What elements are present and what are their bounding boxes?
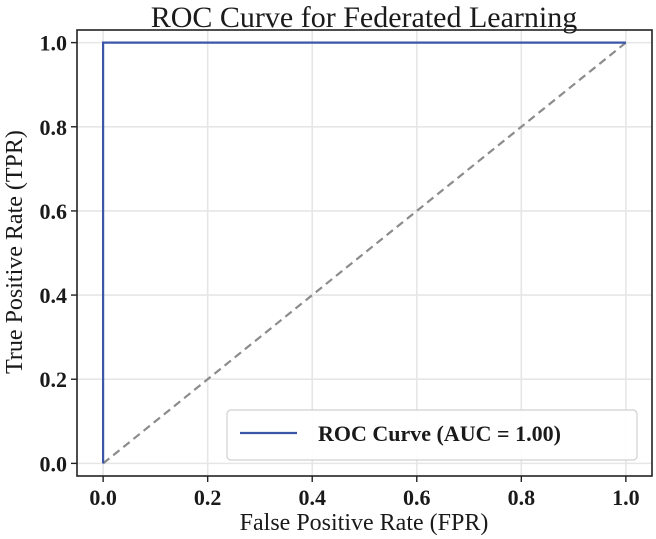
y-tick-label: 0.2 — [40, 367, 68, 392]
y-tick-label: 0.4 — [40, 283, 68, 308]
x-tick-label: 0.8 — [508, 485, 536, 510]
axis-ticks: 0.0 0.2 0.4 0.6 0.8 1.0 0.0 0.2 0.4 0.6 0.8 1.0 — [40, 31, 640, 510]
chart-title: ROC Curve for Federated Learning — [151, 1, 578, 34]
chance-diagonal-line — [102, 41, 627, 465]
legend-box — [226, 409, 638, 461]
legend-roc-label: ROC Curve (AUC = 1.00) — [318, 421, 561, 446]
x-tick-label: 0.2 — [194, 485, 222, 510]
y-axis-label: True Positive Rate (TPR) — [2, 130, 28, 374]
x-axis-label: False Positive Rate (FPR) — [240, 510, 489, 536]
series-layer — [101, 41, 627, 465]
roc-curve-line — [101, 41, 626, 464]
y-tick-label: 0.6 — [40, 199, 68, 224]
x-tick-label: 0.6 — [403, 485, 431, 510]
grid — [77, 30, 652, 476]
y-tick-label: 0.0 — [40, 451, 68, 476]
x-tick-label: 0.0 — [89, 485, 117, 510]
plot-frame — [76, 29, 653, 477]
y-tick-label: 1.0 — [40, 31, 68, 56]
x-tick-label: 1.0 — [612, 485, 640, 510]
y-tick-label: 0.8 — [40, 115, 68, 140]
x-tick-label: 0.4 — [298, 485, 326, 510]
legend: ROC Curve (AUC = 1.00) — [226, 409, 638, 461]
